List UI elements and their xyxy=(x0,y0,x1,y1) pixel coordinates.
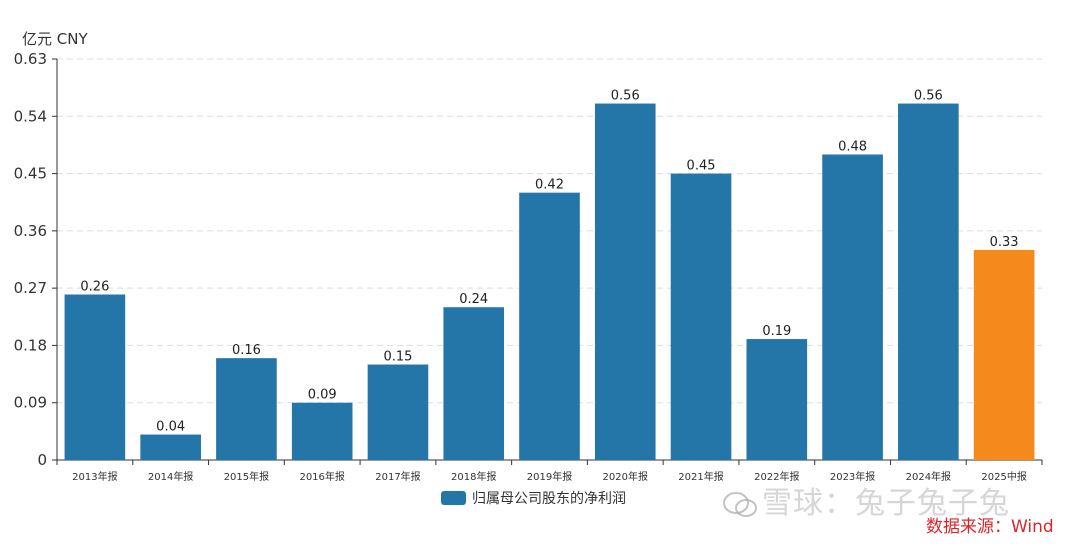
data-label: 0.48 xyxy=(838,139,867,154)
watermark: 雪球：兔子兔子兔 xyxy=(722,478,1010,522)
data-label: 0.33 xyxy=(990,235,1019,250)
source-note: 数据来源：Wind xyxy=(926,517,1054,537)
bar xyxy=(64,294,126,460)
x-tick-label: 2022年报 xyxy=(754,470,799,483)
y-tick-label: 0.36 xyxy=(14,222,47,240)
data-label: 0.09 xyxy=(308,388,337,403)
data-label: 0.56 xyxy=(914,89,943,104)
data-label: 0.19 xyxy=(762,324,791,339)
bar xyxy=(216,358,277,460)
x-tick-label: 2020年报 xyxy=(603,470,648,483)
x-tick-label: 2017年报 xyxy=(375,470,420,483)
x-tick-label: 2013年报 xyxy=(72,470,117,483)
data-label: 0.16 xyxy=(232,343,261,358)
data-label: 0.24 xyxy=(459,292,488,307)
x-tick-label: 2016年报 xyxy=(299,470,344,483)
chart-legend[interactable]: 归属母公司股东的净利润 xyxy=(441,488,626,508)
legend-label: 归属母公司股东的净利润 xyxy=(472,491,626,507)
x-tick-label: 2021年报 xyxy=(678,470,723,483)
bar xyxy=(973,249,1035,460)
y-tick-label: 0 xyxy=(37,451,47,469)
y-axis-unit-label: 亿元 CNY xyxy=(22,30,88,48)
y-tick-label: 0.27 xyxy=(14,279,47,297)
x-tick-label: 2014年报 xyxy=(148,470,193,483)
y-tick-label: 0.54 xyxy=(14,107,47,125)
x-tick-label: 2015年报 xyxy=(224,470,269,483)
bar xyxy=(443,307,505,460)
y-tick-label: 0.45 xyxy=(14,165,47,183)
y-tick-label: 0.18 xyxy=(14,336,47,354)
watermark-text: 雪球：兔子兔子兔 xyxy=(762,486,1010,521)
y-tick-label: 0.63 xyxy=(14,50,47,68)
data-label: 0.26 xyxy=(80,280,109,295)
data-label: 0.04 xyxy=(156,420,185,435)
bar xyxy=(594,103,656,461)
data-label: 0.56 xyxy=(611,89,640,104)
bar xyxy=(822,154,883,460)
bar xyxy=(140,434,201,460)
x-tick-label: 2018年报 xyxy=(451,470,496,483)
data-label: 0.15 xyxy=(383,350,412,365)
bar xyxy=(898,103,959,461)
y-tick-label: 0.09 xyxy=(14,394,47,412)
bar xyxy=(670,173,732,461)
x-tick-label: 2023年报 xyxy=(830,470,875,483)
data-label: 0.42 xyxy=(535,178,564,193)
x-tick-label: 2019年报 xyxy=(527,470,572,483)
wechat-icon xyxy=(722,490,758,520)
x-tick-label: 2024年报 xyxy=(906,470,951,483)
bar xyxy=(746,339,808,460)
bar xyxy=(291,402,353,460)
legend-swatch xyxy=(441,491,466,505)
bar xyxy=(367,364,429,460)
bar xyxy=(519,192,580,460)
x-tick-label: 2025中报 xyxy=(981,470,1026,483)
data-label: 0.45 xyxy=(687,159,716,174)
